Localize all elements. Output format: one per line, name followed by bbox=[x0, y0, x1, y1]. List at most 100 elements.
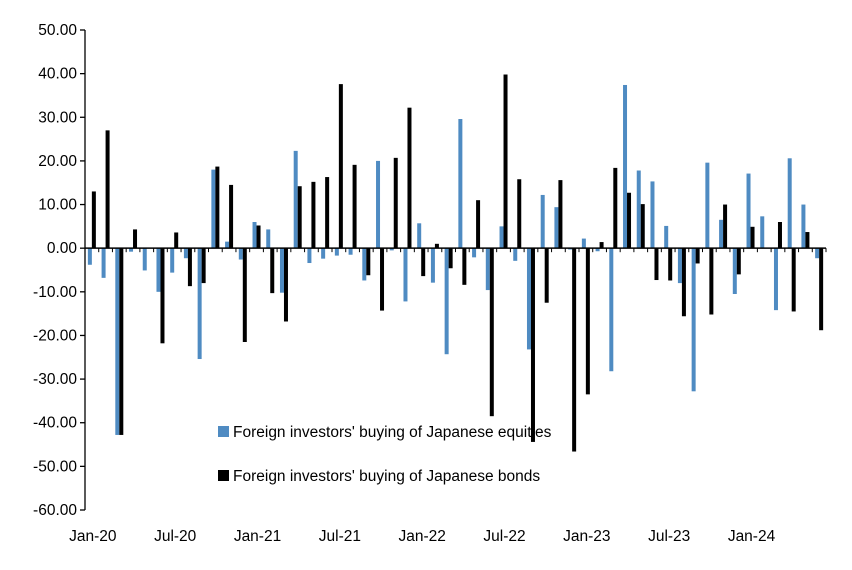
bonds-bar-Nov-23 bbox=[723, 204, 728, 249]
equities-bar-Nov-21 bbox=[389, 248, 394, 251]
bonds-bar-Jul-23 bbox=[668, 248, 673, 281]
equities-bar-Aug-23 bbox=[677, 248, 682, 284]
x-tick-label: Jan-21 bbox=[234, 528, 281, 545]
equities-bar-Oct-22 bbox=[540, 194, 545, 249]
y-tick-label: -20.00 bbox=[33, 327, 77, 344]
bonds-bar-Apr-22 bbox=[462, 248, 467, 285]
equities-bar-Nov-20 bbox=[225, 241, 230, 249]
bonds-bar-Jan-22 bbox=[421, 248, 426, 277]
equities-bar-Jun-21 bbox=[321, 248, 326, 259]
bonds-bar-Feb-22 bbox=[434, 243, 439, 249]
bonds-bar-Sep-22 bbox=[530, 248, 535, 442]
equities-bar-Nov-22 bbox=[554, 207, 559, 249]
x-tick-label: Jan-20 bbox=[69, 528, 117, 545]
x-tick-label: Jul-21 bbox=[319, 528, 361, 545]
bonds-bar-Aug-21 bbox=[352, 164, 357, 249]
equities-bar-Apr-21 bbox=[293, 150, 298, 249]
bonds-bar-Aug-20 bbox=[187, 248, 192, 287]
equities-bar-Jul-22 bbox=[499, 226, 504, 249]
equities-bar-Jan-22 bbox=[417, 223, 422, 249]
equities-bar-Mar-23 bbox=[609, 248, 614, 372]
legend-swatch-bonds bbox=[218, 470, 229, 481]
equities-bar-Oct-20 bbox=[211, 169, 216, 249]
bonds-bar-Apr-21 bbox=[297, 186, 302, 249]
bonds-bar-Dec-22 bbox=[572, 248, 577, 452]
equities-bar-Feb-21 bbox=[266, 229, 271, 249]
bars-layer bbox=[87, 74, 824, 452]
bonds-bar-Mar-24 bbox=[777, 222, 782, 249]
equities-bar-Mar-24 bbox=[773, 248, 778, 311]
bonds-bar-Sep-20 bbox=[201, 248, 206, 284]
equities-bar-Jun-20 bbox=[156, 248, 161, 292]
bonds-bar-Apr-20 bbox=[133, 229, 138, 249]
y-tick-label: 20.00 bbox=[38, 153, 77, 170]
bonds-bar-Mar-22 bbox=[448, 248, 453, 269]
equities-bar-May-22 bbox=[472, 248, 477, 258]
bonds-bar-Oct-22 bbox=[544, 248, 549, 303]
bonds-bar-Jan-20 bbox=[91, 191, 96, 249]
equities-bar-Apr-20 bbox=[129, 248, 134, 252]
equities-bar-Nov-23 bbox=[719, 219, 724, 249]
bonds-bar-Apr-24 bbox=[791, 248, 796, 312]
bonds-bar-Oct-20 bbox=[215, 166, 220, 249]
bonds-bar-Aug-23 bbox=[681, 248, 686, 317]
equities-bar-Sep-21 bbox=[362, 248, 367, 281]
axes-layer: 50.00 40.00 30.00 20.00 10.00 0.00 -10.00 -20.0… bbox=[33, 22, 827, 545]
bonds-bar-Jul-22 bbox=[503, 74, 508, 249]
equities-bar-May-20 bbox=[142, 248, 147, 271]
bonds-bar-Jan-23 bbox=[585, 248, 590, 395]
bonds-bar-Nov-20 bbox=[229, 184, 234, 249]
x-tick-label: Jan-22 bbox=[398, 528, 445, 545]
equities-bar-Jun-22 bbox=[485, 248, 490, 291]
bonds-bar-Jan-21 bbox=[256, 225, 261, 249]
equities-bar-Feb-23 bbox=[595, 248, 600, 252]
bonds-bar-Jun-22 bbox=[489, 248, 494, 417]
bonds-bar-Oct-21 bbox=[380, 248, 385, 311]
bonds-bar-Mar-21 bbox=[283, 248, 288, 322]
equities-bar-Aug-20 bbox=[183, 248, 188, 259]
y-tick-label: 40.00 bbox=[38, 66, 77, 83]
equities-bar-Aug-21 bbox=[348, 248, 353, 255]
y-tick-label: -60.00 bbox=[33, 502, 77, 519]
equities-bar-Jan-23 bbox=[581, 238, 586, 249]
y-tick-label: 0.00 bbox=[47, 240, 78, 257]
bonds-bar-Nov-21 bbox=[393, 157, 398, 249]
y-tick-label: -10.00 bbox=[33, 284, 77, 301]
bonds-bar-Sep-23 bbox=[695, 248, 700, 264]
bonds-bar-Dec-21 bbox=[407, 107, 412, 249]
equities-bar-Mar-20 bbox=[115, 248, 120, 435]
equities-bar-May-23 bbox=[636, 170, 641, 249]
equities-bar-Apr-22 bbox=[458, 119, 463, 249]
equities-bar-Apr-23 bbox=[623, 84, 628, 249]
bonds-bar-Apr-23 bbox=[627, 192, 632, 249]
bonds-bar-May-23 bbox=[640, 204, 645, 249]
legend-swatch-equities bbox=[218, 426, 229, 437]
equities-bar-Apr-24 bbox=[787, 158, 792, 249]
bonds-bar-Jun-21 bbox=[325, 177, 330, 249]
equities-bar-Feb-24 bbox=[760, 216, 765, 249]
equities-bar-Dec-23 bbox=[732, 248, 737, 294]
y-tick-label: 30.00 bbox=[38, 109, 77, 126]
bonds-bar-Jun-23 bbox=[654, 248, 659, 281]
equities-bar-Sep-22 bbox=[526, 248, 531, 350]
bonds-bar-Jan-24 bbox=[750, 226, 755, 249]
y-tick-label: -50.00 bbox=[33, 458, 77, 475]
bonds-bar-Feb-21 bbox=[270, 248, 275, 294]
legend: Foreign investors' buying of Japanese eq… bbox=[218, 424, 552, 485]
bonds-bar-Jun-24 bbox=[819, 248, 824, 331]
x-tick-label: Jul-20 bbox=[154, 528, 197, 545]
legend-label-bonds: Foreign investors' buying of Japanese bo… bbox=[233, 468, 540, 485]
equities-bar-Mar-22 bbox=[444, 248, 449, 355]
y-tick-label: 50.00 bbox=[38, 22, 77, 39]
equities-bar-Dec-21 bbox=[403, 248, 408, 302]
y-tick-label: 10.00 bbox=[38, 197, 77, 214]
equities-bar-Dec-20 bbox=[238, 248, 243, 260]
equities-bar-Jun-24 bbox=[815, 248, 820, 259]
bonds-bar-Mar-20 bbox=[119, 248, 124, 435]
bonds-bar-Mar-23 bbox=[613, 167, 618, 249]
equities-bar-Oct-23 bbox=[705, 162, 710, 249]
bonds-bar-Dec-20 bbox=[242, 248, 247, 342]
x-tick-label: Jul-23 bbox=[648, 528, 690, 545]
equities-bar-Jun-23 bbox=[650, 181, 655, 249]
